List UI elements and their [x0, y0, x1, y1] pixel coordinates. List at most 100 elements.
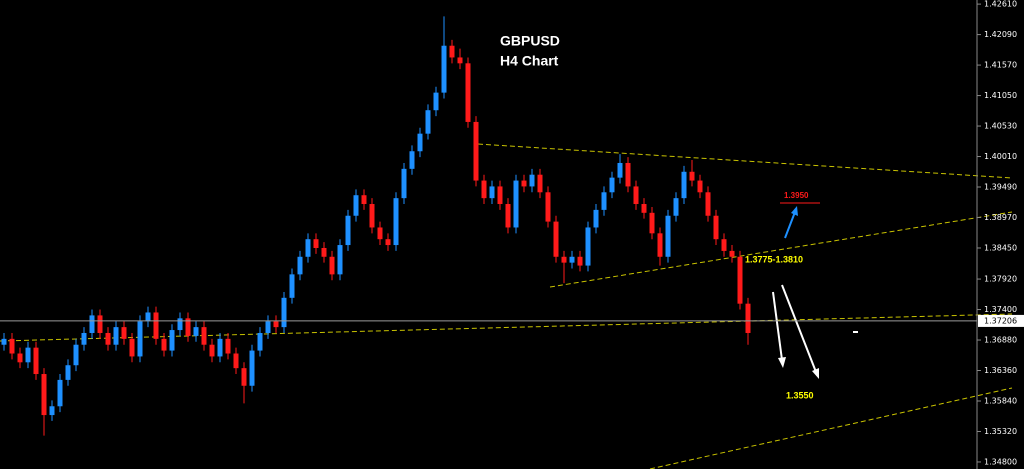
- candle-body: [433, 92, 439, 111]
- candle-body: [113, 327, 119, 345]
- y-tick-label: 1.40010: [984, 152, 1017, 161]
- candle-body: [409, 151, 415, 169]
- y-tick-label: 1.41050: [984, 91, 1017, 100]
- y-tick-label: 1.42610: [984, 0, 1017, 9]
- candle-body: [273, 321, 279, 328]
- candle-body: [361, 195, 367, 205]
- trendline: [0, 313, 1013, 342]
- candle-body: [385, 239, 391, 246]
- marker: [853, 331, 858, 333]
- candle-body: [737, 256, 743, 304]
- y-tick-label: 1.40530: [984, 122, 1017, 131]
- candle-body: [241, 368, 247, 386]
- candle-body: [657, 233, 663, 257]
- candle-body: [441, 45, 447, 93]
- candle-body: [729, 250, 735, 257]
- y-tick-label: 1.36880: [984, 336, 1017, 345]
- candle-body: [553, 221, 559, 257]
- candle-body: [585, 227, 591, 266]
- trendline: [649, 387, 1013, 469]
- candle-body: [705, 192, 711, 216]
- candle-body: [193, 327, 199, 336]
- y-tick-label: 1.37920: [984, 275, 1017, 284]
- candle-body: [713, 215, 719, 240]
- candle-body: [465, 63, 471, 122]
- candle-body: [17, 353, 23, 363]
- candle-body: [233, 353, 239, 369]
- candle-body: [329, 256, 335, 275]
- candle-body: [689, 171, 695, 181]
- candle-body: [225, 338, 231, 354]
- candle-body: [577, 256, 583, 266]
- candle-body: [265, 321, 271, 333]
- candle-body: [401, 168, 407, 199]
- y-tick-label: 1.38970: [984, 213, 1017, 222]
- arrow-down: [772, 291, 783, 361]
- current-price-box: [978, 314, 1024, 327]
- candle-body: [449, 45, 455, 58]
- candle-body: [545, 192, 551, 222]
- annotation: 1.3775-1.3810: [745, 254, 803, 264]
- candle-body: [169, 330, 175, 351]
- candle-body: [201, 327, 207, 345]
- candle-body: [81, 332, 87, 345]
- y-tick-label: 1.35840: [984, 396, 1017, 405]
- y-tick-label: 1.42090: [984, 30, 1017, 39]
- candle-body: [281, 297, 287, 328]
- candle-body: [217, 338, 223, 357]
- candle-body: [57, 379, 63, 407]
- current-price-label: 1.37206: [984, 316, 1017, 325]
- arrow-head: [812, 368, 819, 379]
- candle-body: [681, 171, 687, 199]
- candle-body: [697, 180, 703, 193]
- candle-body: [161, 338, 167, 351]
- candle-body: [33, 347, 39, 375]
- trendline: [549, 211, 1013, 288]
- candle-body: [481, 180, 487, 199]
- y-tick-label: 1.39490: [984, 183, 1017, 192]
- candle-body: [185, 318, 191, 336]
- y-tick-label: 1.34800: [984, 457, 1017, 466]
- candle-body: [601, 192, 607, 210]
- y-tick-label: 1.35320: [984, 427, 1017, 436]
- candle-body: [49, 406, 55, 416]
- candle-body: [145, 312, 151, 322]
- arrow-head: [778, 357, 786, 368]
- arrow-down: [781, 284, 817, 373]
- candle-body: [41, 374, 47, 416]
- candle-body: [89, 315, 95, 333]
- candle-body: [65, 365, 71, 380]
- candle-body: [105, 332, 111, 345]
- candle-body: [745, 303, 751, 333]
- candle-body: [1, 338, 7, 345]
- candle-body: [649, 212, 655, 234]
- candle-body: [417, 133, 423, 152]
- candle-body: [513, 180, 519, 228]
- y-tick-label: 1.36360: [984, 366, 1017, 375]
- candle-body: [593, 209, 599, 228]
- candle-body: [97, 315, 103, 333]
- candles: [1, 16, 751, 436]
- annotation: 1.3950: [784, 191, 809, 200]
- candle-body: [129, 338, 135, 357]
- candle-body: [561, 256, 567, 263]
- candle-body: [345, 215, 351, 246]
- arrow-up: [784, 211, 796, 239]
- candle-body: [297, 256, 303, 275]
- candle-body: [209, 344, 215, 357]
- candle-body: [177, 318, 183, 331]
- candle-body: [321, 247, 327, 257]
- candle-body: [497, 186, 503, 205]
- candle-body: [73, 344, 79, 366]
- trendline: [477, 143, 1013, 179]
- candle-body: [257, 332, 263, 351]
- candle-body: [377, 227, 383, 240]
- candle-body: [673, 198, 679, 216]
- arrows: [772, 202, 858, 379]
- candle-body: [25, 347, 31, 363]
- candle-body: [305, 239, 311, 257]
- annotation: 1.3550: [786, 390, 814, 400]
